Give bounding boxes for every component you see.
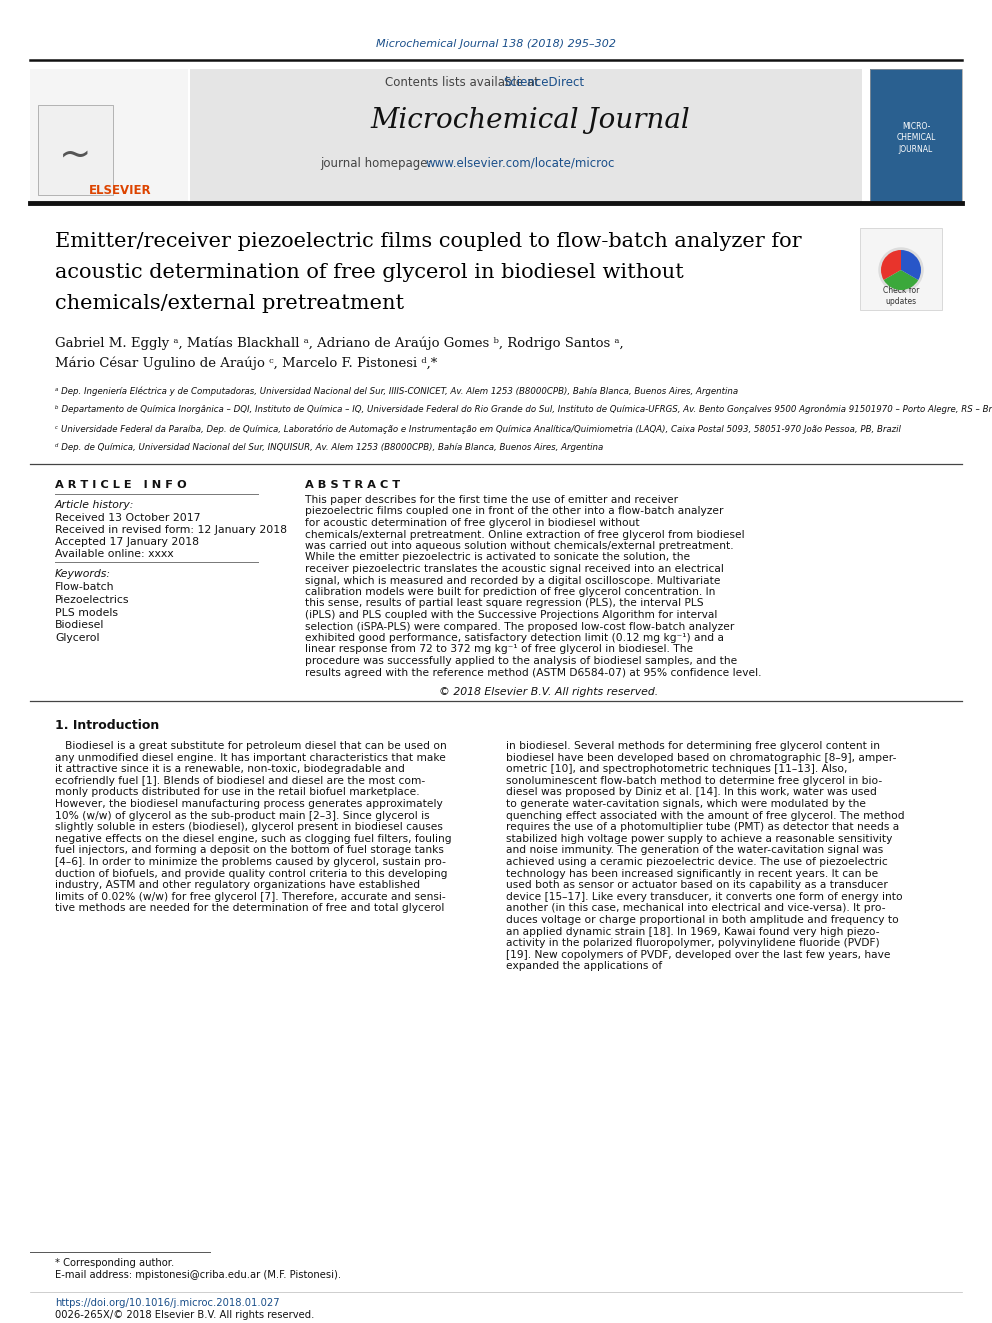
Text: Received in revised form: 12 January 2018: Received in revised form: 12 January 201… (55, 525, 287, 534)
Text: requires the use of a photomultiplier tube (PMT) as detector that needs a: requires the use of a photomultiplier tu… (506, 822, 900, 832)
Wedge shape (901, 250, 921, 280)
Text: Biodiesel is a great substitute for petroleum diesel that can be used on: Biodiesel is a great substitute for petr… (55, 741, 446, 751)
Text: Microchemical Journal 138 (2018) 295–302: Microchemical Journal 138 (2018) 295–302 (376, 38, 616, 49)
Text: monly products distributed for use in the retail biofuel marketplace.: monly products distributed for use in th… (55, 787, 420, 798)
Text: Microchemical Journal: Microchemical Journal (370, 106, 689, 134)
Text: Piezoelectrics: Piezoelectrics (55, 595, 130, 605)
Text: receiver piezoelectric translates the acoustic signal received into an electrica: receiver piezoelectric translates the ac… (305, 564, 724, 574)
Text: exhibited good performance, satisfactory detection limit (0.12 mg kg⁻¹) and a: exhibited good performance, satisfactory… (305, 632, 724, 643)
Text: and noise immunity. The generation of the water-cavitation signal was: and noise immunity. The generation of th… (506, 845, 883, 856)
Text: for acoustic determination of free glycerol in biodiesel without: for acoustic determination of free glyce… (305, 519, 640, 528)
Text: 10% (w/w) of glycerol as the sub-product main [2–3]. Since glycerol is: 10% (w/w) of glycerol as the sub-product… (55, 811, 430, 820)
Text: this sense, results of partial least square regression (PLS), the interval PLS: this sense, results of partial least squ… (305, 598, 703, 609)
Text: Accepted 17 January 2018: Accepted 17 January 2018 (55, 537, 199, 546)
Bar (870, 69, 962, 202)
Text: expanded the applications of: expanded the applications of (506, 962, 662, 971)
Text: Emitter/receiver piezoelectric films coupled to flow-batch analyzer for: Emitter/receiver piezoelectric films cou… (55, 232, 802, 251)
Text: 0026-265X/© 2018 Elsevier B.V. All rights reserved.: 0026-265X/© 2018 Elsevier B.V. All right… (55, 1310, 314, 1320)
Text: MICRO-
CHEMICAL
JOURNAL: MICRO- CHEMICAL JOURNAL (897, 122, 935, 155)
Text: limits of 0.02% (w/w) for free glycerol [7]. Therefore, accurate and sensi-: limits of 0.02% (w/w) for free glycerol … (55, 892, 445, 902)
Bar (38, 105, 113, 194)
Text: (iPLS) and PLS coupled with the Successive Projections Algorithm for interval: (iPLS) and PLS coupled with the Successi… (305, 610, 717, 620)
Text: activity in the polarized fluoropolymer, polyvinylidene fluoride (PVDF): activity in the polarized fluoropolymer,… (506, 938, 880, 949)
Text: linear response from 72 to 372 mg kg⁻¹ of free glycerol in biodiesel. The: linear response from 72 to 372 mg kg⁻¹ o… (305, 644, 693, 655)
Bar (870, 69, 962, 202)
Text: an applied dynamic strain [18]. In 1969, Kawai found very high piezo-: an applied dynamic strain [18]. In 1969,… (506, 926, 880, 937)
Text: Available online: xxxx: Available online: xxxx (55, 549, 174, 560)
Text: tive methods are needed for the determination of free and total glycerol: tive methods are needed for the determin… (55, 904, 444, 913)
Text: calibration models were built for prediction of free glycerol concentration. In: calibration models were built for predic… (305, 587, 715, 597)
Text: chemicals/external pretreatment: chemicals/external pretreatment (55, 294, 404, 314)
Text: Received 13 October 2017: Received 13 October 2017 (55, 513, 200, 523)
Text: Article history:: Article history: (55, 500, 134, 509)
Text: duces voltage or charge proportional in both amplitude and frequency to: duces voltage or charge proportional in … (506, 916, 899, 925)
Text: sonoluminescent flow-batch method to determine free glycerol in bio-: sonoluminescent flow-batch method to det… (506, 775, 882, 786)
Text: fuel injectors, and forming a deposit on the bottom of fuel storage tanks: fuel injectors, and forming a deposit on… (55, 845, 443, 856)
Text: [19]. New copolymers of PVDF, developed over the last few years, have: [19]. New copolymers of PVDF, developed … (506, 950, 891, 959)
Text: [4–6]. In order to minimize the problems caused by glycerol, sustain pro-: [4–6]. In order to minimize the problems… (55, 857, 446, 867)
Text: Biodiesel: Biodiesel (55, 620, 104, 630)
Text: industry, ASTM and other regulatory organizations have established: industry, ASTM and other regulatory orga… (55, 880, 421, 890)
Text: another (in this case, mechanical into electrical and vice-versa). It pro-: another (in this case, mechanical into e… (506, 904, 886, 913)
Text: However, the biodiesel manufacturing process generates approximately: However, the biodiesel manufacturing pro… (55, 799, 442, 808)
Text: www.elsevier.com/locate/microc: www.elsevier.com/locate/microc (425, 156, 614, 169)
Text: selection (iSPA-PLS) were compared. The proposed low-cost flow-batch analyzer: selection (iSPA-PLS) were compared. The … (305, 622, 734, 631)
Bar (860, 228, 942, 310)
Text: While the emitter piezoelectric is activated to sonicate the solution, the: While the emitter piezoelectric is activ… (305, 553, 690, 562)
Text: device [15–17]. Like every transducer, it converts one form of energy into: device [15–17]. Like every transducer, i… (506, 892, 903, 902)
Bar (190, 69, 862, 202)
Text: used both as sensor or actuator based on its capability as a transducer: used both as sensor or actuator based on… (506, 880, 888, 890)
Wedge shape (881, 250, 901, 280)
Text: journal homepage:: journal homepage: (320, 156, 435, 169)
Text: ᵇ Departamento de Química Inorgânica – DQI, Instituto de Química – IQ, Universid: ᵇ Departamento de Química Inorgânica – D… (55, 405, 992, 414)
Text: biodiesel have been developed based on chromatographic [8–9], amper-: biodiesel have been developed based on c… (506, 753, 897, 762)
Text: achieved using a ceramic piezoelectric device. The use of piezoelectric: achieved using a ceramic piezoelectric d… (506, 857, 888, 867)
Text: diesel was proposed by Diniz et al. [14]. In this work, water was used: diesel was proposed by Diniz et al. [14]… (506, 787, 877, 798)
Text: 1. Introduction: 1. Introduction (55, 718, 160, 732)
Text: ~: ~ (59, 136, 91, 175)
Text: piezoelectric films coupled one in front of the other into a flow-batch analyzer: piezoelectric films coupled one in front… (305, 507, 723, 516)
Text: Glycerol: Glycerol (55, 634, 99, 643)
Circle shape (879, 247, 923, 292)
Text: © 2018 Elsevier B.V. All rights reserved.: © 2018 Elsevier B.V. All rights reserved… (438, 687, 658, 697)
Text: duction of biofuels, and provide quality control criteria to this developing: duction of biofuels, and provide quality… (55, 869, 447, 878)
Text: negative effects on the diesel engine, such as clogging fuel filters, fouling: negative effects on the diesel engine, s… (55, 833, 451, 844)
Text: Mário César Ugulino de Araújo ᶜ, Marcelo F. Pistonesi ᵈ,*: Mário César Ugulino de Araújo ᶜ, Marcelo… (55, 357, 437, 370)
Text: it attractive since it is a renewable, non-toxic, biodegradable and: it attractive since it is a renewable, n… (55, 765, 405, 774)
Text: ELSEVIER: ELSEVIER (88, 184, 152, 197)
Text: procedure was successfully applied to the analysis of biodiesel samples, and the: procedure was successfully applied to th… (305, 656, 737, 665)
Text: ScienceDirect: ScienceDirect (503, 77, 584, 90)
Text: A R T I C L E   I N F O: A R T I C L E I N F O (55, 480, 186, 490)
Text: * Corresponding author.: * Corresponding author. (55, 1258, 175, 1267)
Text: signal, which is measured and recorded by a digital oscilloscope. Multivariate: signal, which is measured and recorded b… (305, 576, 720, 586)
Text: A B S T R A C T: A B S T R A C T (305, 480, 400, 490)
Text: Check for
updates: Check for updates (883, 286, 920, 306)
Text: Gabriel M. Eggly ᵃ, Matías Blackhall ᵃ, Adriano de Araújo Gomes ᵇ, Rodrigo Santo: Gabriel M. Eggly ᵃ, Matías Blackhall ᵃ, … (55, 336, 624, 349)
Text: technology has been increased significantly in recent years. It can be: technology has been increased significan… (506, 869, 878, 878)
Text: slightly soluble in esters (biodiesel), glycerol present in biodiesel causes: slightly soluble in esters (biodiesel), … (55, 822, 442, 832)
Text: quenching effect associated with the amount of free glycerol. The method: quenching effect associated with the amo… (506, 811, 905, 820)
Text: chemicals/external pretreatment. Online extraction of free glycerol from biodies: chemicals/external pretreatment. Online … (305, 529, 745, 540)
Text: Flow-batch: Flow-batch (55, 582, 114, 591)
Text: https://doi.org/10.1016/j.microc.2018.01.027: https://doi.org/10.1016/j.microc.2018.01… (55, 1298, 280, 1308)
Text: stabilized high voltage power supply to achieve a reasonable sensitivity: stabilized high voltage power supply to … (506, 833, 893, 844)
Text: This paper describes for the first time the use of emitter and receiver: This paper describes for the first time … (305, 495, 679, 505)
Text: acoustic determination of free glycerol in biodiesel without: acoustic determination of free glycerol … (55, 263, 683, 282)
Wedge shape (884, 270, 919, 290)
Text: E-mail address: mpistonesi@criba.edu.ar (M.F. Pistonesi).: E-mail address: mpistonesi@criba.edu.ar … (55, 1270, 341, 1279)
Text: to generate water-cavitation signals, which were modulated by the: to generate water-cavitation signals, wh… (506, 799, 866, 808)
Text: ometric [10], and spectrophotometric techniques [11–13]. Also,: ometric [10], and spectrophotometric tec… (506, 765, 847, 774)
Text: ᵃ Dep. Ingeniería Eléctrica y de Computadoras, Universidad Nacional del Sur, III: ᵃ Dep. Ingeniería Eléctrica y de Computa… (55, 386, 738, 396)
Text: ᵈ Dep. de Química, Universidad Nacional del Sur, INQUISUR, Av. Alem 1253 (B8000C: ᵈ Dep. de Química, Universidad Nacional … (55, 443, 603, 452)
Text: PLS models: PLS models (55, 607, 118, 618)
Text: Contents lists available at: Contents lists available at (385, 77, 543, 90)
Bar (30, 69, 188, 202)
Text: ᶜ Universidade Federal da Paraíba, Dep. de Química, Laboratório de Automação e I: ᶜ Universidade Federal da Paraíba, Dep. … (55, 423, 901, 434)
Text: in biodiesel. Several methods for determining free glycerol content in: in biodiesel. Several methods for determ… (506, 741, 880, 751)
Text: Keywords:: Keywords: (55, 569, 111, 579)
Text: ecofriendly fuel [1]. Blends of biodiesel and diesel are the most com-: ecofriendly fuel [1]. Blends of biodiese… (55, 775, 426, 786)
Text: any unmodified diesel engine. It has important characteristics that make: any unmodified diesel engine. It has imp… (55, 753, 445, 762)
Text: results agreed with the reference method (ASTM D6584-07) at 95% confidence level: results agreed with the reference method… (305, 668, 762, 677)
Text: was carried out into aqueous solution without chemicals/external pretreatment.: was carried out into aqueous solution wi… (305, 541, 734, 550)
